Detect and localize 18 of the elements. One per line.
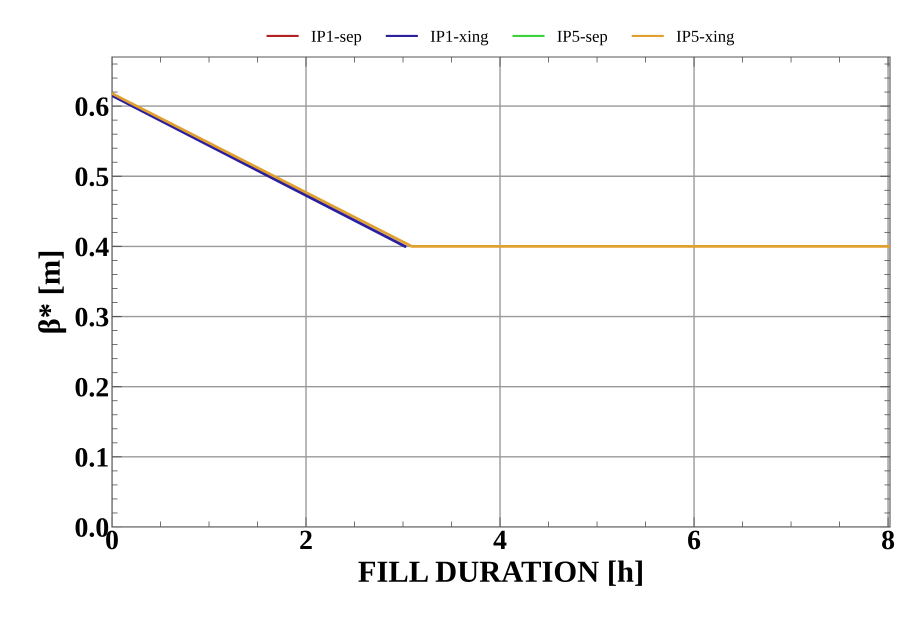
y-tick-label: 0.3 <box>76 308 108 327</box>
y-tick-label: 0.2 <box>76 378 108 397</box>
y-tick-label: 0.4 <box>76 238 109 256</box>
y-tick-label: 0.5 <box>76 167 108 186</box>
y-tick-label: 0.0 <box>76 518 108 538</box>
y-tick-label: 0.1 <box>76 448 108 467</box>
legend-label: IP5-sep <box>557 30 608 46</box>
x-tick-label: 2 <box>300 530 312 550</box>
y-axis-title: β* [m] <box>38 252 66 333</box>
legend-label: IP5-xing <box>676 30 734 46</box>
x-axis-title: FILL DURATION [h] <box>358 560 642 586</box>
x-tick-label: 6 <box>688 530 700 550</box>
x-tick-label: 0 <box>106 530 118 550</box>
x-tick-label: 8 <box>882 530 894 550</box>
x-tick-label: 4 <box>493 530 506 550</box>
legend-label: IP1-sep <box>312 30 362 46</box>
y-tick-label: 0.6 <box>76 97 108 116</box>
legend-label: IP1-xing <box>430 30 488 46</box>
